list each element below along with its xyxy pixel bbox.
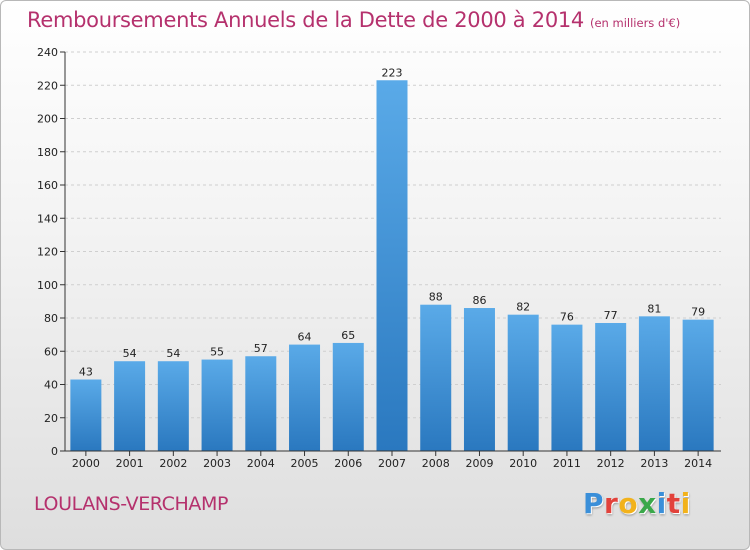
y-tick-label: 200 bbox=[37, 113, 58, 126]
commune-name: LOULANS-VERCHAMP bbox=[34, 493, 229, 515]
bar-value-label: 54 bbox=[123, 347, 137, 360]
y-tick-label: 240 bbox=[37, 46, 58, 59]
chart-title: Remboursements Annuels de la Dette de 20… bbox=[27, 8, 680, 32]
logo-letter: i bbox=[680, 487, 691, 520]
bar-value-label: 82 bbox=[516, 301, 530, 314]
bar bbox=[289, 344, 321, 451]
x-axis: 2000 2001 2002 2003 2004 2005 2006 2007 2008 2009… bbox=[65, 450, 721, 470]
x-tick-label: 2002 bbox=[159, 457, 187, 470]
x-tick-label: 2009 bbox=[465, 457, 493, 470]
bar-value-label: 43 bbox=[79, 366, 93, 379]
bar bbox=[420, 304, 452, 451]
x-tick-label: 2013 bbox=[640, 457, 668, 470]
bar bbox=[70, 379, 102, 451]
bar-value-label: 54 bbox=[166, 347, 180, 360]
bar bbox=[682, 319, 714, 451]
x-tick-label: 2001 bbox=[116, 457, 144, 470]
bar bbox=[638, 316, 670, 451]
x-tick-label: 2004 bbox=[247, 457, 275, 470]
y-tick-label: 0 bbox=[51, 445, 58, 458]
y-tick-label: 220 bbox=[37, 79, 58, 92]
logo-letter: P bbox=[583, 487, 605, 520]
bar-value-label: 65 bbox=[341, 329, 355, 342]
y-tick-label: 160 bbox=[37, 179, 58, 192]
bar-value-label: 57 bbox=[254, 342, 268, 355]
logo-letter: x bbox=[638, 487, 657, 520]
bar bbox=[245, 356, 277, 451]
bar-value-label: 77 bbox=[604, 309, 618, 322]
y-tick-label: 140 bbox=[37, 212, 58, 225]
bar bbox=[463, 308, 495, 451]
x-tick-label: 2014 bbox=[684, 457, 712, 470]
y-axis: 0 20 40 60 80 100 120 140 160 180 200 220 240 bbox=[37, 46, 66, 458]
bars: 43 54 54 55 57 64 65 223 88 86 82 76 77 81 79 bbox=[70, 66, 714, 451]
x-tick-label: 2003 bbox=[203, 457, 231, 470]
proxiti-logo[interactable]: Proxiti bbox=[583, 487, 691, 520]
y-tick-label: 100 bbox=[37, 279, 58, 292]
y-tick-label: 20 bbox=[44, 412, 58, 425]
bar-value-label: 88 bbox=[429, 291, 443, 304]
logo-letter: o bbox=[618, 487, 639, 520]
y-tick-label: 40 bbox=[44, 379, 58, 392]
bar bbox=[157, 361, 189, 451]
logo-letter: t bbox=[666, 487, 681, 520]
bar bbox=[332, 342, 364, 451]
x-tick-label: 2008 bbox=[422, 457, 450, 470]
bar bbox=[376, 80, 408, 451]
chart-title-text: Remboursements Annuels de la Dette de 20… bbox=[27, 8, 584, 32]
y-tick-label: 120 bbox=[37, 246, 58, 259]
bar bbox=[551, 324, 583, 451]
bar-value-label: 64 bbox=[298, 331, 312, 344]
x-tick-label: 2012 bbox=[597, 457, 625, 470]
bar bbox=[507, 314, 539, 451]
logo-letter: r bbox=[604, 487, 619, 520]
bar-value-label: 81 bbox=[647, 302, 661, 315]
x-tick-label: 2006 bbox=[334, 457, 362, 470]
x-tick-label: 2007 bbox=[378, 457, 406, 470]
bar-value-label: 76 bbox=[560, 311, 574, 324]
bar-value-label: 86 bbox=[472, 294, 486, 307]
bar-value-label: 79 bbox=[691, 306, 705, 319]
chart-subtitle: (en milliers d'€) bbox=[590, 16, 681, 30]
bar-value-label: 223 bbox=[382, 66, 403, 79]
x-tick-label: 2010 bbox=[509, 457, 537, 470]
bar bbox=[114, 361, 146, 451]
y-tick-label: 80 bbox=[44, 312, 58, 325]
x-tick-label: 2005 bbox=[291, 457, 319, 470]
bar bbox=[201, 359, 233, 451]
bar bbox=[595, 322, 627, 451]
logo-letter: i bbox=[656, 487, 667, 520]
x-tick-label: 2000 bbox=[72, 457, 100, 470]
x-tick-label: 2011 bbox=[553, 457, 581, 470]
bar-value-label: 55 bbox=[210, 346, 224, 359]
y-tick-label: 180 bbox=[37, 146, 58, 159]
y-tick-label: 60 bbox=[44, 345, 58, 358]
